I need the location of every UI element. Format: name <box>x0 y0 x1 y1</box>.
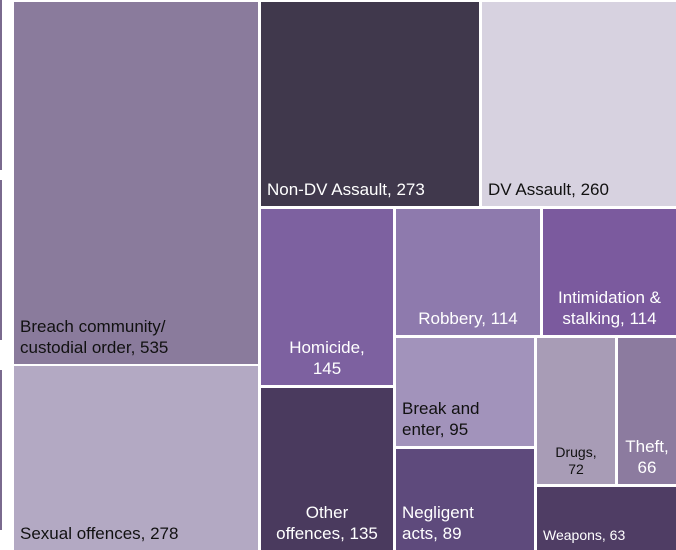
treemap-tile: DV Assault, 260 <box>482 2 676 206</box>
treemap-tile-label: Drugs, 72 <box>555 444 597 478</box>
treemap-tile: Homicide, 145 <box>261 209 393 385</box>
treemap-tile-label: Robbery, 114 <box>418 308 518 328</box>
edge-mark <box>0 0 2 170</box>
treemap-tile: Break and enter, 95 <box>396 338 534 446</box>
treemap-tile-label: Negligent acts, 89 <box>402 503 474 543</box>
treemap-tile: Weapons, 63 <box>537 487 676 550</box>
treemap-tile: Theft, 66 <box>618 338 676 484</box>
treemap-tile-label: Intimidation & stalking, 114 <box>558 288 661 328</box>
treemap-tile-label: Non-DV Assault, 273 <box>267 179 425 199</box>
treemap-tile-label: Weapons, 63 <box>543 527 626 544</box>
treemap-tile-label: Theft, 66 <box>625 437 669 477</box>
treemap-tile-label: Sexual offences, 278 <box>20 523 179 543</box>
treemap-tile: Intimidation & stalking, 114 <box>543 209 676 335</box>
treemap-tile-label: Other offences, 135 <box>276 503 378 543</box>
treemap-tile: Sexual offences, 278 <box>14 366 258 550</box>
treemap-tile: Non-DV Assault, 273 <box>261 2 479 206</box>
treemap-tile-label: Breach community/ custodial order, 535 <box>20 317 169 357</box>
treemap-tile: Negligent acts, 89 <box>396 449 534 550</box>
treemap-tile: Robbery, 114 <box>396 209 540 335</box>
treemap-tile-label: Homicide, 145 <box>289 338 365 378</box>
edge-mark <box>0 180 2 340</box>
treemap-tile: Breach community/ custodial order, 535 <box>14 2 258 364</box>
treemap-tile: Other offences, 135 <box>261 388 393 550</box>
edge-mark <box>0 370 2 530</box>
treemap-tile-label: DV Assault, 260 <box>488 179 609 199</box>
treemap-tile-label: Break and enter, 95 <box>402 399 480 439</box>
treemap-tile: Drugs, 72 <box>537 338 615 484</box>
